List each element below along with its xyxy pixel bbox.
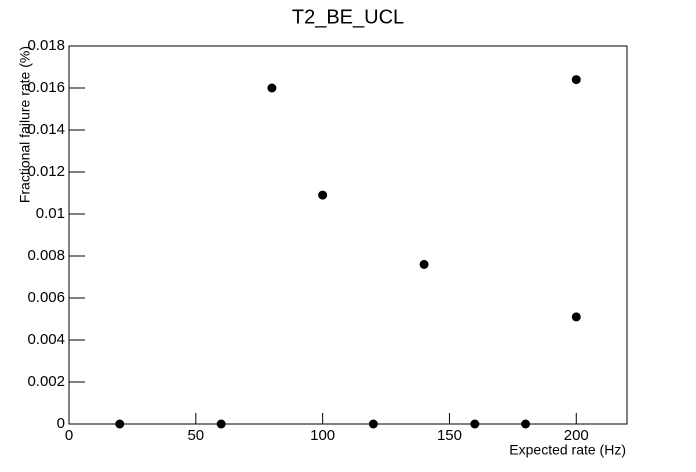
- x-tick-label: 150: [437, 427, 462, 444]
- x-tick-label: 100: [310, 427, 335, 444]
- plot-frame: [68, 45, 628, 425]
- point: [216, 419, 226, 429]
- point: [267, 83, 277, 93]
- y-tick-label: 0.016: [27, 79, 65, 96]
- x-tick-label: 0: [65, 427, 73, 444]
- point: [115, 419, 125, 429]
- x-tick-label: 50: [187, 427, 204, 444]
- point: [571, 75, 581, 85]
- y-tick-label: 0.004: [27, 331, 65, 348]
- y-tick-label: 0.014: [27, 121, 65, 138]
- y-axis-label: Fractional failure rate (%): [17, 46, 33, 203]
- point: [521, 419, 531, 429]
- point: [368, 419, 378, 429]
- point: [571, 312, 581, 322]
- x-tick-label: 200: [564, 427, 589, 444]
- x-axis-label: Expected rate (Hz): [509, 442, 626, 458]
- point: [318, 190, 328, 200]
- point: [470, 419, 480, 429]
- chart-title: T2_BE_UCL: [292, 6, 404, 28]
- y-tick-label: 0: [57, 415, 65, 432]
- point: [419, 259, 429, 269]
- y-tick-label: 0.008: [27, 247, 65, 264]
- y-tick-label: 0.012: [27, 163, 65, 180]
- y-tick-label: 0.006: [27, 289, 65, 306]
- y-tick-label: 0.002: [27, 373, 65, 390]
- y-tick-label: 0.018: [27, 37, 65, 54]
- y-tick-label: 0.01: [36, 205, 65, 222]
